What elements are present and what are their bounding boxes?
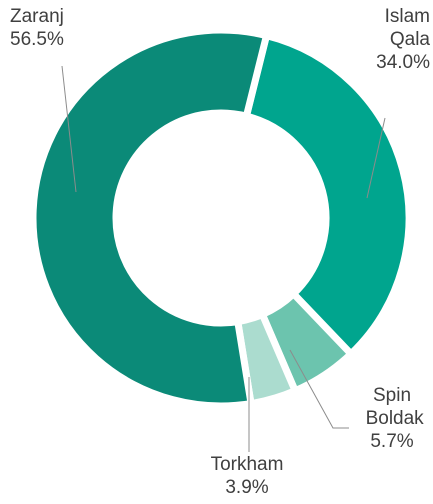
donut-segment [242, 31, 413, 359]
category-label-line: Boldak [360, 408, 424, 429]
category-label-line: Qala [385, 29, 431, 50]
value-label: 5.7% [370, 431, 413, 452]
value-label: 56.5% [10, 29, 64, 50]
category-label: Zaranj [10, 6, 64, 27]
value-label: 3.9% [225, 477, 268, 498]
category-label: Spin Boldak [360, 385, 424, 429]
category-label-line: Islam [385, 6, 430, 27]
category-label: Torkham [211, 454, 284, 475]
category-label: Islam Qala [385, 6, 431, 50]
category-label-line: Spin [373, 385, 411, 406]
value-label: 34.0% [376, 52, 430, 73]
category-label-line: Torkham [211, 454, 284, 475]
leader-line [289, 349, 349, 429]
donut-segment [29, 26, 271, 410]
leader-line [61, 65, 77, 193]
category-label-line: Zaranj [10, 6, 64, 27]
leader-line [366, 117, 386, 199]
